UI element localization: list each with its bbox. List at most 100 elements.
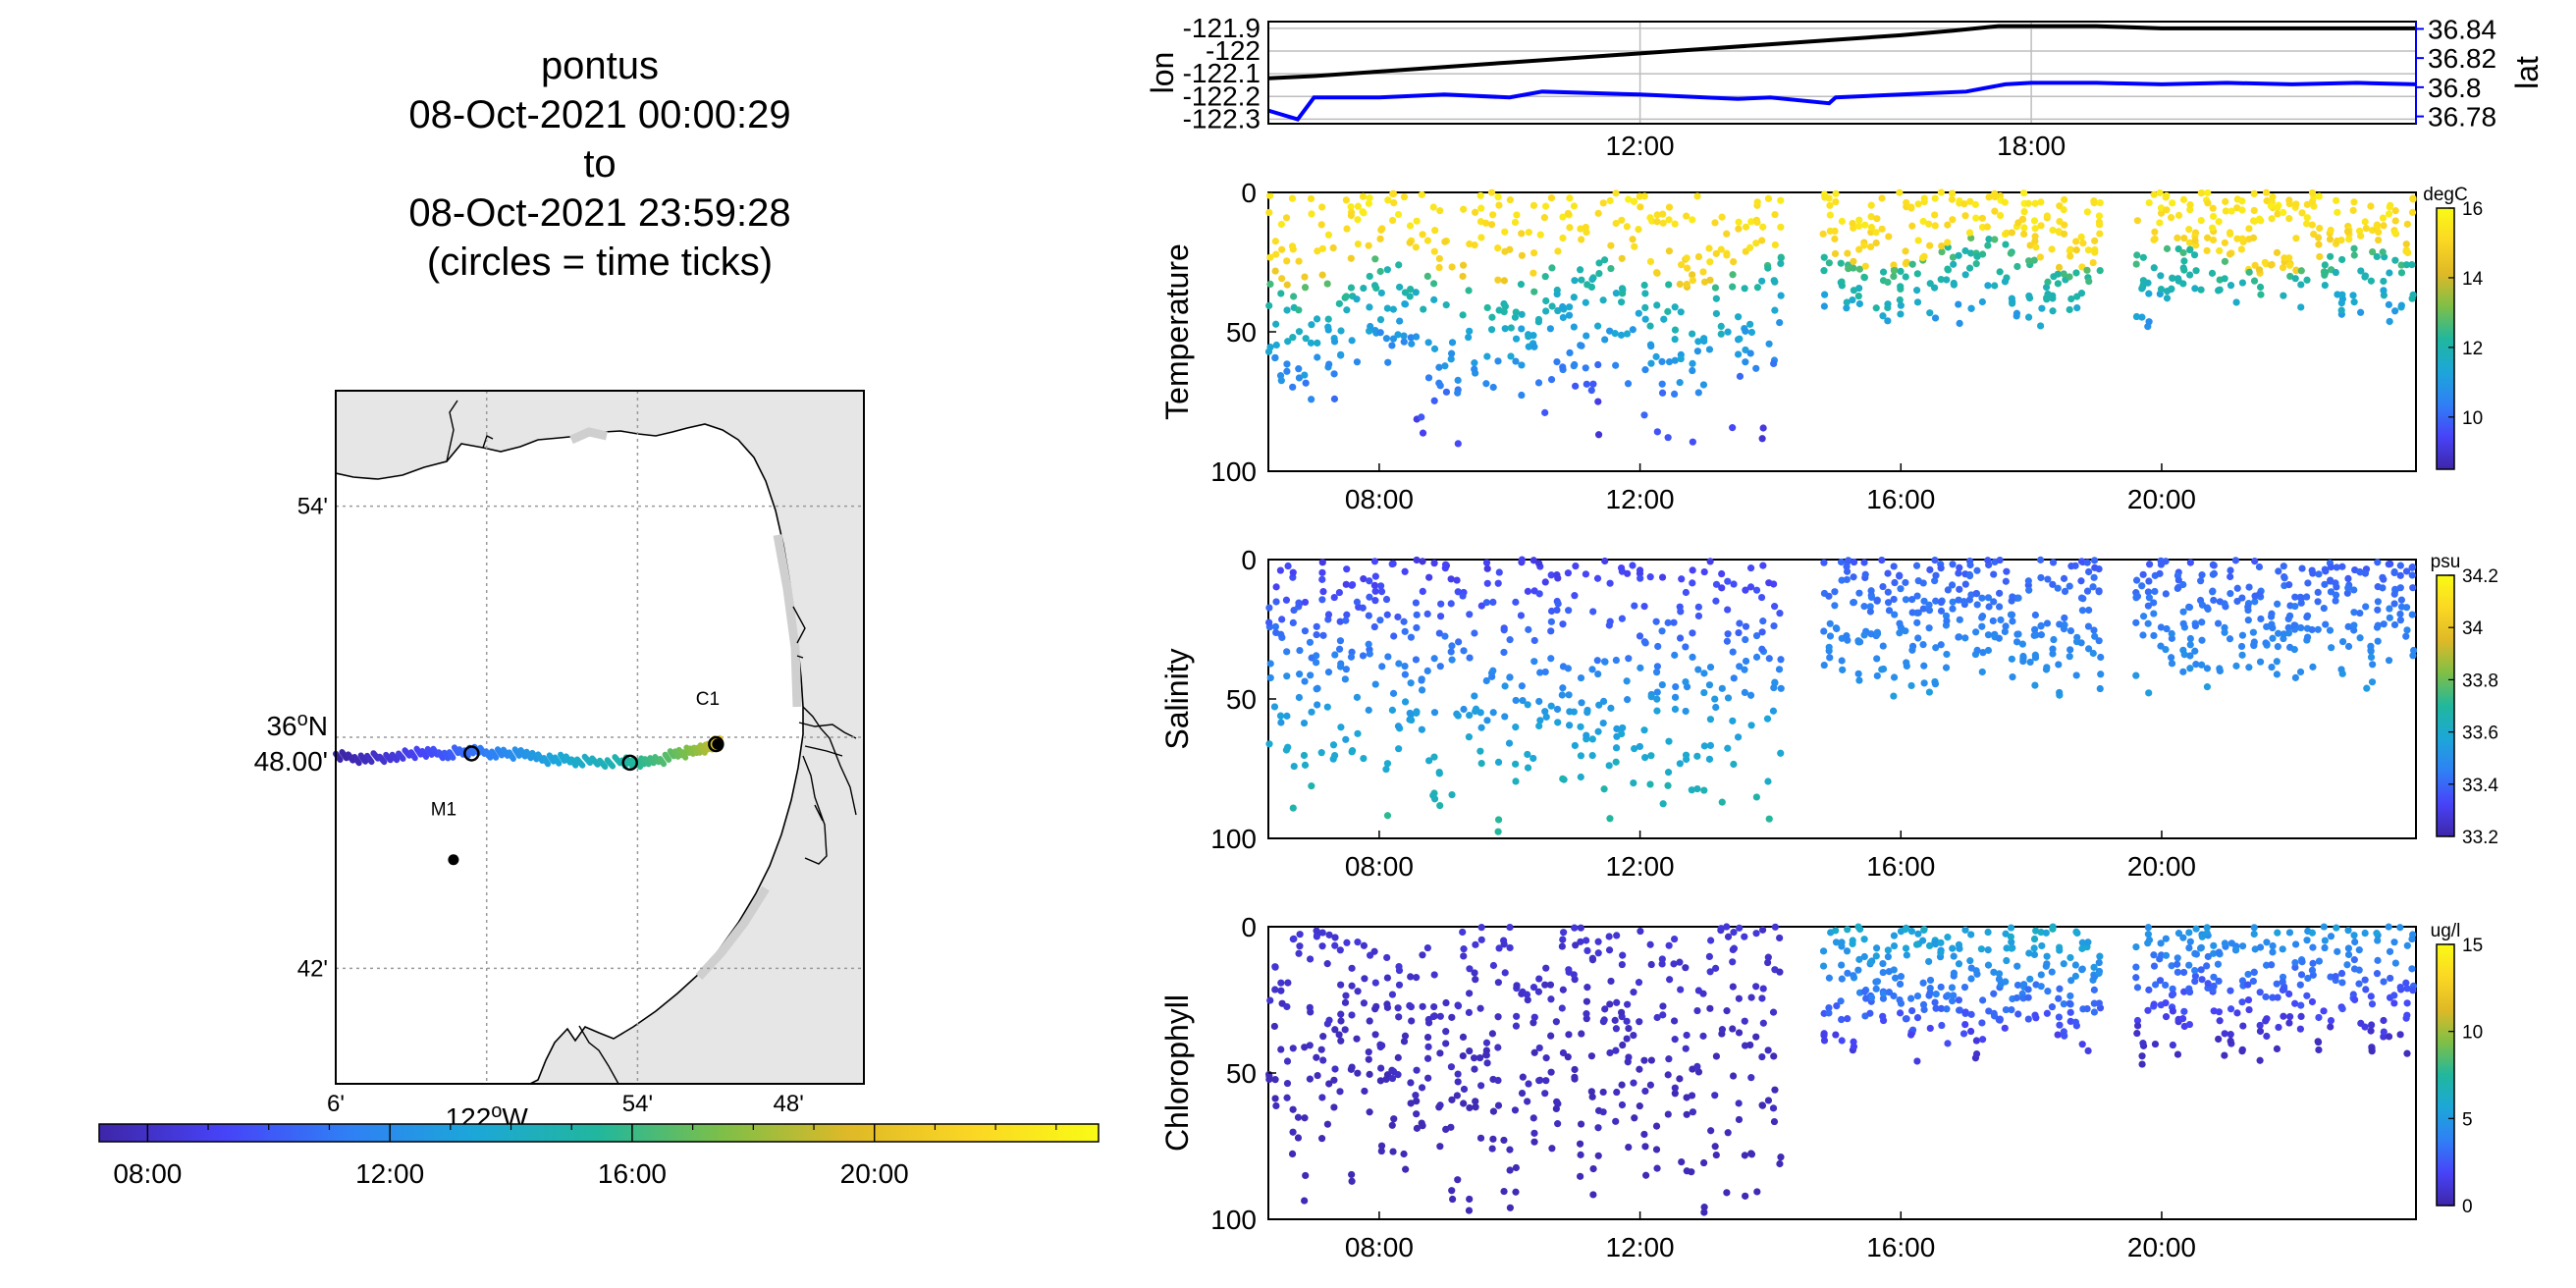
temperature-point [1771,241,1779,249]
chlorophyll-point [1477,936,1485,943]
temperature-point [1265,301,1273,309]
temperature-point [1646,322,1654,330]
chlorophyll-point [1630,989,1637,996]
salinity-point [1855,676,1863,684]
temperature-point [1554,306,1562,315]
salinity-point [2132,576,2141,584]
temperature-point [1659,219,1667,227]
chlorophyll-point [2037,928,2045,937]
salinity-point [1943,617,1951,625]
track-segment [604,757,617,770]
temperature-point [1295,306,1303,314]
chlorophyll-point [1594,1152,1602,1159]
temperature-point [1289,334,1297,342]
chlorophyll-point [1966,957,1974,965]
temperature-point [1965,264,1974,272]
chlorophyll-point [1442,998,1450,1007]
chlorophyll-point [2231,945,2240,954]
salinity-point [2322,567,2330,575]
chlorophyll-point [1972,967,1980,975]
chlorophyll-point [1541,981,1549,989]
chlorophyll-point [1890,966,1898,974]
salinity-point [1412,656,1421,664]
temperature-point [1996,211,2005,220]
temperature-point [2090,199,2098,207]
salinity-point [2031,625,2039,633]
temperature-point [2079,240,2087,247]
chlorophyll-point [1460,1085,1469,1094]
chlorophyll-point [1337,1017,1345,1025]
salinity-point [1705,755,1714,763]
temperature-point [1348,337,1356,345]
chlorophyll-point [2054,1031,2062,1039]
salinity-point [1500,626,1508,634]
chlorophyll-point [1671,935,1679,943]
temperature-point [1689,366,1696,375]
salinity-point [1466,711,1474,720]
salinity-point [1599,697,1608,705]
temperature-point [1676,280,1684,289]
chlorophyll-point [2215,977,2223,986]
salinity-point [1995,634,2003,642]
temperature-point [2169,274,2176,283]
salinity-point [1582,570,1590,578]
temperature-point [2204,199,2212,207]
chlorophyll-point [2090,986,2098,993]
chlorophyll-point [2072,928,2080,936]
temperature-point [1583,228,1590,237]
salinity-point [1607,704,1615,712]
salinity-point [1831,602,1839,610]
temperature-point [1559,363,1567,371]
temperature-point [2375,236,2383,244]
chlorophyll-point [1671,1036,1679,1044]
chlorophyll-point [1525,1080,1532,1088]
salinity-point [1565,691,1573,699]
temperature-point [1324,315,1332,323]
salinity-point [1712,597,1720,605]
temperature-point [2385,210,2393,218]
chlorophyll-point [1956,944,1963,952]
temperature-point [1272,341,1280,349]
salinity-point [1671,693,1680,701]
temperature-point [1689,330,1696,338]
chlorophyll-point [1712,1052,1721,1060]
salinity-point [2221,628,2228,636]
temperature-point [1944,239,1952,246]
salinity-point [2408,611,2416,618]
chlorophyll-point [2385,923,2392,931]
salinity-point [1624,569,1632,577]
chlorophyll-point [2132,963,2140,971]
salinity-x-tick-label: 12:00 [1606,851,1675,882]
salinity-point [1937,641,1945,649]
chlorophyll-point [1753,1188,1761,1196]
chlorophyll-point [2285,1019,2293,1027]
temperature-point [1699,268,1707,276]
chlorophyll-point [2191,972,2200,980]
chlorophyll-point [1394,1071,1402,1079]
salinity-point [1547,655,1555,663]
temperature-point [1966,249,1975,257]
temperature-point [2367,277,2375,285]
salinity-point [1693,784,1701,793]
temperature-point [1683,254,1690,262]
chlorophyll-point [1436,1012,1444,1020]
temperature-point [1572,382,1580,390]
salinity-point [1300,719,1309,727]
chlorophyll-point [1583,997,1591,1005]
chlorophyll-point [1838,961,1846,969]
chlorophyll-point [1331,934,1339,941]
salinity-point [2026,658,2034,667]
salinity-point [2304,579,2312,587]
temperature-point [2316,224,2324,233]
temperature-point [1501,302,1509,310]
salinity-point [1706,716,1715,724]
temperature-point [1565,311,1574,319]
track-segment [511,746,522,759]
salinity-point [1282,596,1291,604]
chlorophyll-point [1419,1122,1426,1130]
temperature-point [1471,242,1478,249]
chlorophyll-point [2169,985,2176,993]
chlorophyll-point [2048,968,2056,976]
salinity-point [2244,603,2252,611]
chlorophyll-point [1576,1140,1584,1148]
